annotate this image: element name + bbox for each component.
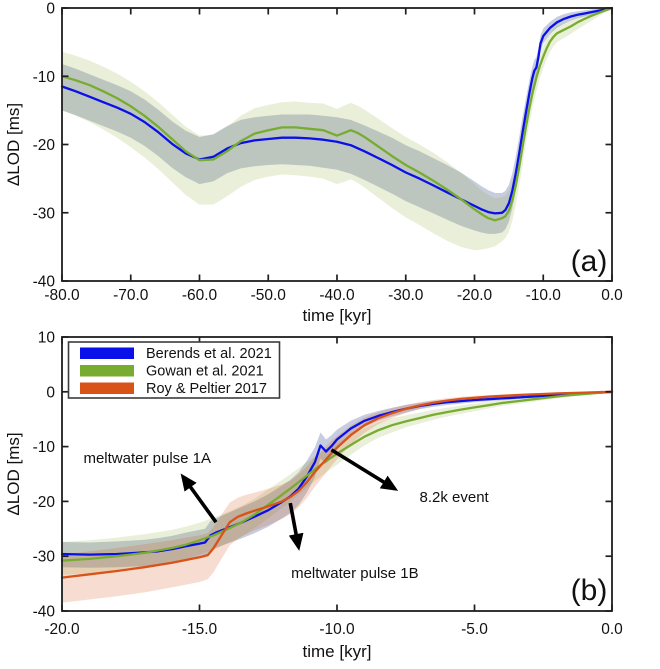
series-line-roy [60,390,614,579]
legend-swatch-gowan [80,365,134,377]
y-tick-label: -20 [33,137,56,154]
x-tick-label: -20.0 [457,287,493,304]
annotation-text: meltwater pulse 1B [291,565,419,582]
x-tick-label: -10.0 [319,621,355,638]
uncertainty-band-gowan [62,391,612,575]
y-tick-label: -40 [33,604,56,621]
y-tick-label: 0 [46,1,55,18]
axis-ticks [61,7,613,282]
y-axis-label: ΔLOD [ms] [4,103,23,186]
y-tick-label: -30 [33,549,56,566]
annotation-arrow [288,502,304,551]
x-tick-label: -10.0 [526,287,562,304]
uncertainty-band-berends [62,7,612,234]
annotation-text: 8.2k event [420,489,490,506]
legend-swatch-berends [80,347,134,359]
x-tick-label: -30.0 [388,287,424,304]
series-line-gowan [60,390,614,562]
panel-letter-a: (a) [571,245,608,278]
x-tick-label: -60.0 [182,287,218,304]
annotation-1: meltwater pulse 1A [83,450,218,524]
x-tick-label: -5.0 [461,621,488,638]
axis-ticks [61,336,613,612]
legend-swatch-roy [80,382,134,394]
x-axis-label: time [kyr] [303,642,372,661]
uncertainty-band-berends [62,391,612,568]
x-tick-label: -20.0 [44,621,80,638]
annotation-arrow [330,448,399,491]
annotation-2: meltwater pulse 1B [288,502,419,582]
x-tick-label: -70.0 [113,287,149,304]
x-tick-label: -50.0 [251,287,287,304]
annotation-arrow [180,473,218,524]
series-line-berends [60,390,614,556]
legend-label-roy: Roy & Peltier 2017 [146,381,267,397]
y-tick-label: -20 [33,494,56,511]
y-tick-label: -10 [33,439,56,456]
x-tick-label: 0.0 [601,621,623,638]
x-tick-label: 0.0 [601,287,623,304]
y-tick-label: -30 [33,205,56,222]
x-tick-label: -15.0 [182,621,218,638]
y-axis-label: ΔLOD [ms] [4,432,23,515]
x-tick-label: -80.0 [44,287,80,304]
panel-b: -20.0 -15.0 -10.0 -5.0 0.0 10 0 -10 -20 -30 -40 tim… [4,330,623,662]
panel-letter-b: (b) [571,574,608,607]
legend: Berends et al. 2021 Gowan et al. 2021Roy … [67,341,281,399]
uncertainty-band-gowan [62,7,612,251]
y-tick-label: 0 [46,384,55,401]
y-tick-label: 10 [38,330,56,347]
x-axis-label: time [kyr] [303,306,372,325]
x-tick-label: -40.0 [319,287,355,304]
y-tick-label: -40 [33,274,56,291]
panel-a: -80.0 -70.0 -60.0 -50.0 -40.0 -30.0 -20.0 -10.0… [4,1,623,326]
annotation-3: 8.2k event [330,448,490,506]
uncertainty-band-roy [62,391,612,603]
series-line-gowan [60,7,614,222]
y-tick-label: -10 [33,69,56,86]
annotation-text: meltwater pulse 1A [83,450,211,467]
legend-label-gowan: Gowan et al. 2021 [146,364,264,380]
legend-label-berends: Berends et al. 2021 [146,346,272,362]
